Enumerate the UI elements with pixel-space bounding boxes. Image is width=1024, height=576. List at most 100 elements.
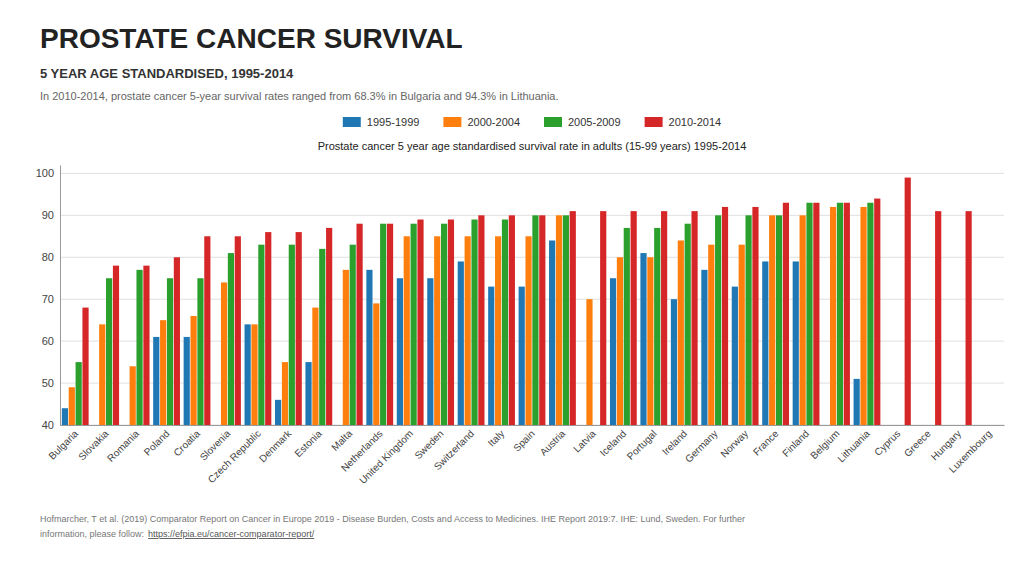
bar [113, 266, 119, 425]
tick: Portugal [625, 425, 659, 462]
bar [143, 266, 149, 425]
legend-label: 2010-2014 [669, 116, 722, 128]
bar [427, 278, 433, 425]
bar [471, 220, 477, 425]
bar [640, 253, 646, 425]
bar [570, 211, 576, 425]
bar [458, 261, 464, 425]
bar [678, 240, 684, 425]
tick: France [751, 425, 781, 458]
grid-line [60, 173, 1004, 174]
tick: 70 [42, 293, 60, 305]
bar [722, 207, 728, 425]
bar [860, 207, 866, 425]
bar [275, 400, 281, 425]
tick: Italy [486, 425, 507, 449]
bar [434, 236, 440, 425]
tick-label: 70 [42, 293, 54, 305]
description: In 2010-2014, prostate cancer 5-year sur… [40, 90, 559, 102]
tick-label: 60 [42, 335, 54, 347]
bar [776, 215, 782, 425]
bar [357, 224, 363, 425]
bar [752, 207, 758, 425]
axis-line [60, 166, 61, 426]
bar [282, 362, 288, 425]
bar [837, 203, 843, 425]
tick: Croatia [171, 425, 202, 458]
bar [806, 203, 812, 425]
bar [671, 299, 677, 425]
tick: Denmark [257, 425, 294, 464]
bar [867, 203, 873, 425]
legend-swatch [343, 117, 361, 127]
bar [411, 224, 417, 425]
bar [106, 278, 112, 425]
tick-label: 50 [42, 377, 54, 389]
bar [502, 220, 508, 425]
bar [174, 257, 180, 425]
bar [539, 215, 545, 425]
bar [228, 253, 234, 425]
bar [854, 379, 860, 425]
tick: United Kingdom [357, 425, 415, 486]
bar [235, 236, 241, 425]
bar [966, 211, 972, 425]
bar [305, 362, 311, 425]
tick-label: Cyprus [872, 428, 902, 458]
chart-title: Prostate cancer 5 year age standardised … [318, 140, 747, 152]
legend-item: 2005-2009 [544, 116, 621, 128]
bar [624, 228, 630, 425]
plot: 405060708090100BulgariaSlovakiaRomaniaPo… [36, 166, 1005, 486]
bar [874, 199, 880, 425]
bar [525, 236, 531, 425]
footer-url: https://efpia.eu/cancer-comparator-repor… [148, 529, 315, 539]
bar [478, 215, 484, 425]
tick-label: Austria [538, 428, 568, 458]
bar [691, 211, 697, 425]
tick: Czech Republic [206, 425, 263, 485]
bar [830, 207, 836, 425]
tick-label: 90 [42, 209, 54, 221]
tick: Luxembourg [947, 425, 994, 475]
bar [617, 257, 623, 425]
tick-label: Bulgaria [46, 428, 80, 462]
bar [844, 203, 850, 425]
bar [289, 245, 295, 425]
legend-swatch [443, 117, 461, 127]
bar [167, 278, 173, 425]
tick: Malta [329, 425, 354, 453]
bar [465, 236, 471, 425]
tick: Spain [511, 425, 537, 454]
bar [265, 232, 271, 425]
bar [935, 211, 941, 425]
tick: 100 [36, 167, 60, 179]
tick: Poland [142, 425, 172, 458]
bar [793, 261, 799, 425]
bar [800, 215, 806, 425]
tick: Estonia [292, 425, 324, 459]
bar [343, 270, 349, 425]
title: PROSTATE CANCER SURVIVAL [40, 23, 463, 54]
bar [296, 232, 302, 425]
bar [769, 215, 775, 425]
subtitle: 5 YEAR AGE STANDARDISED, 1995-2014 [40, 66, 294, 81]
legend: 1995-19992000-20042005-20092010-2014 [343, 116, 721, 128]
bar [373, 303, 379, 425]
bar [813, 203, 819, 425]
bar [488, 287, 494, 425]
legend-item: 2010-2014 [645, 116, 722, 128]
bar [519, 287, 525, 425]
bar [708, 245, 714, 425]
bar [136, 270, 142, 425]
tick-label: Portugal [625, 428, 659, 462]
tick: 90 [42, 209, 60, 221]
bar [191, 316, 197, 425]
bar [701, 270, 707, 425]
bar [221, 282, 227, 425]
bar [685, 224, 691, 425]
tick: Finland [780, 425, 811, 459]
bar [197, 278, 203, 425]
tick-label: Germany [683, 428, 720, 465]
bar [905, 178, 911, 425]
tick-label: Poland [142, 428, 172, 458]
